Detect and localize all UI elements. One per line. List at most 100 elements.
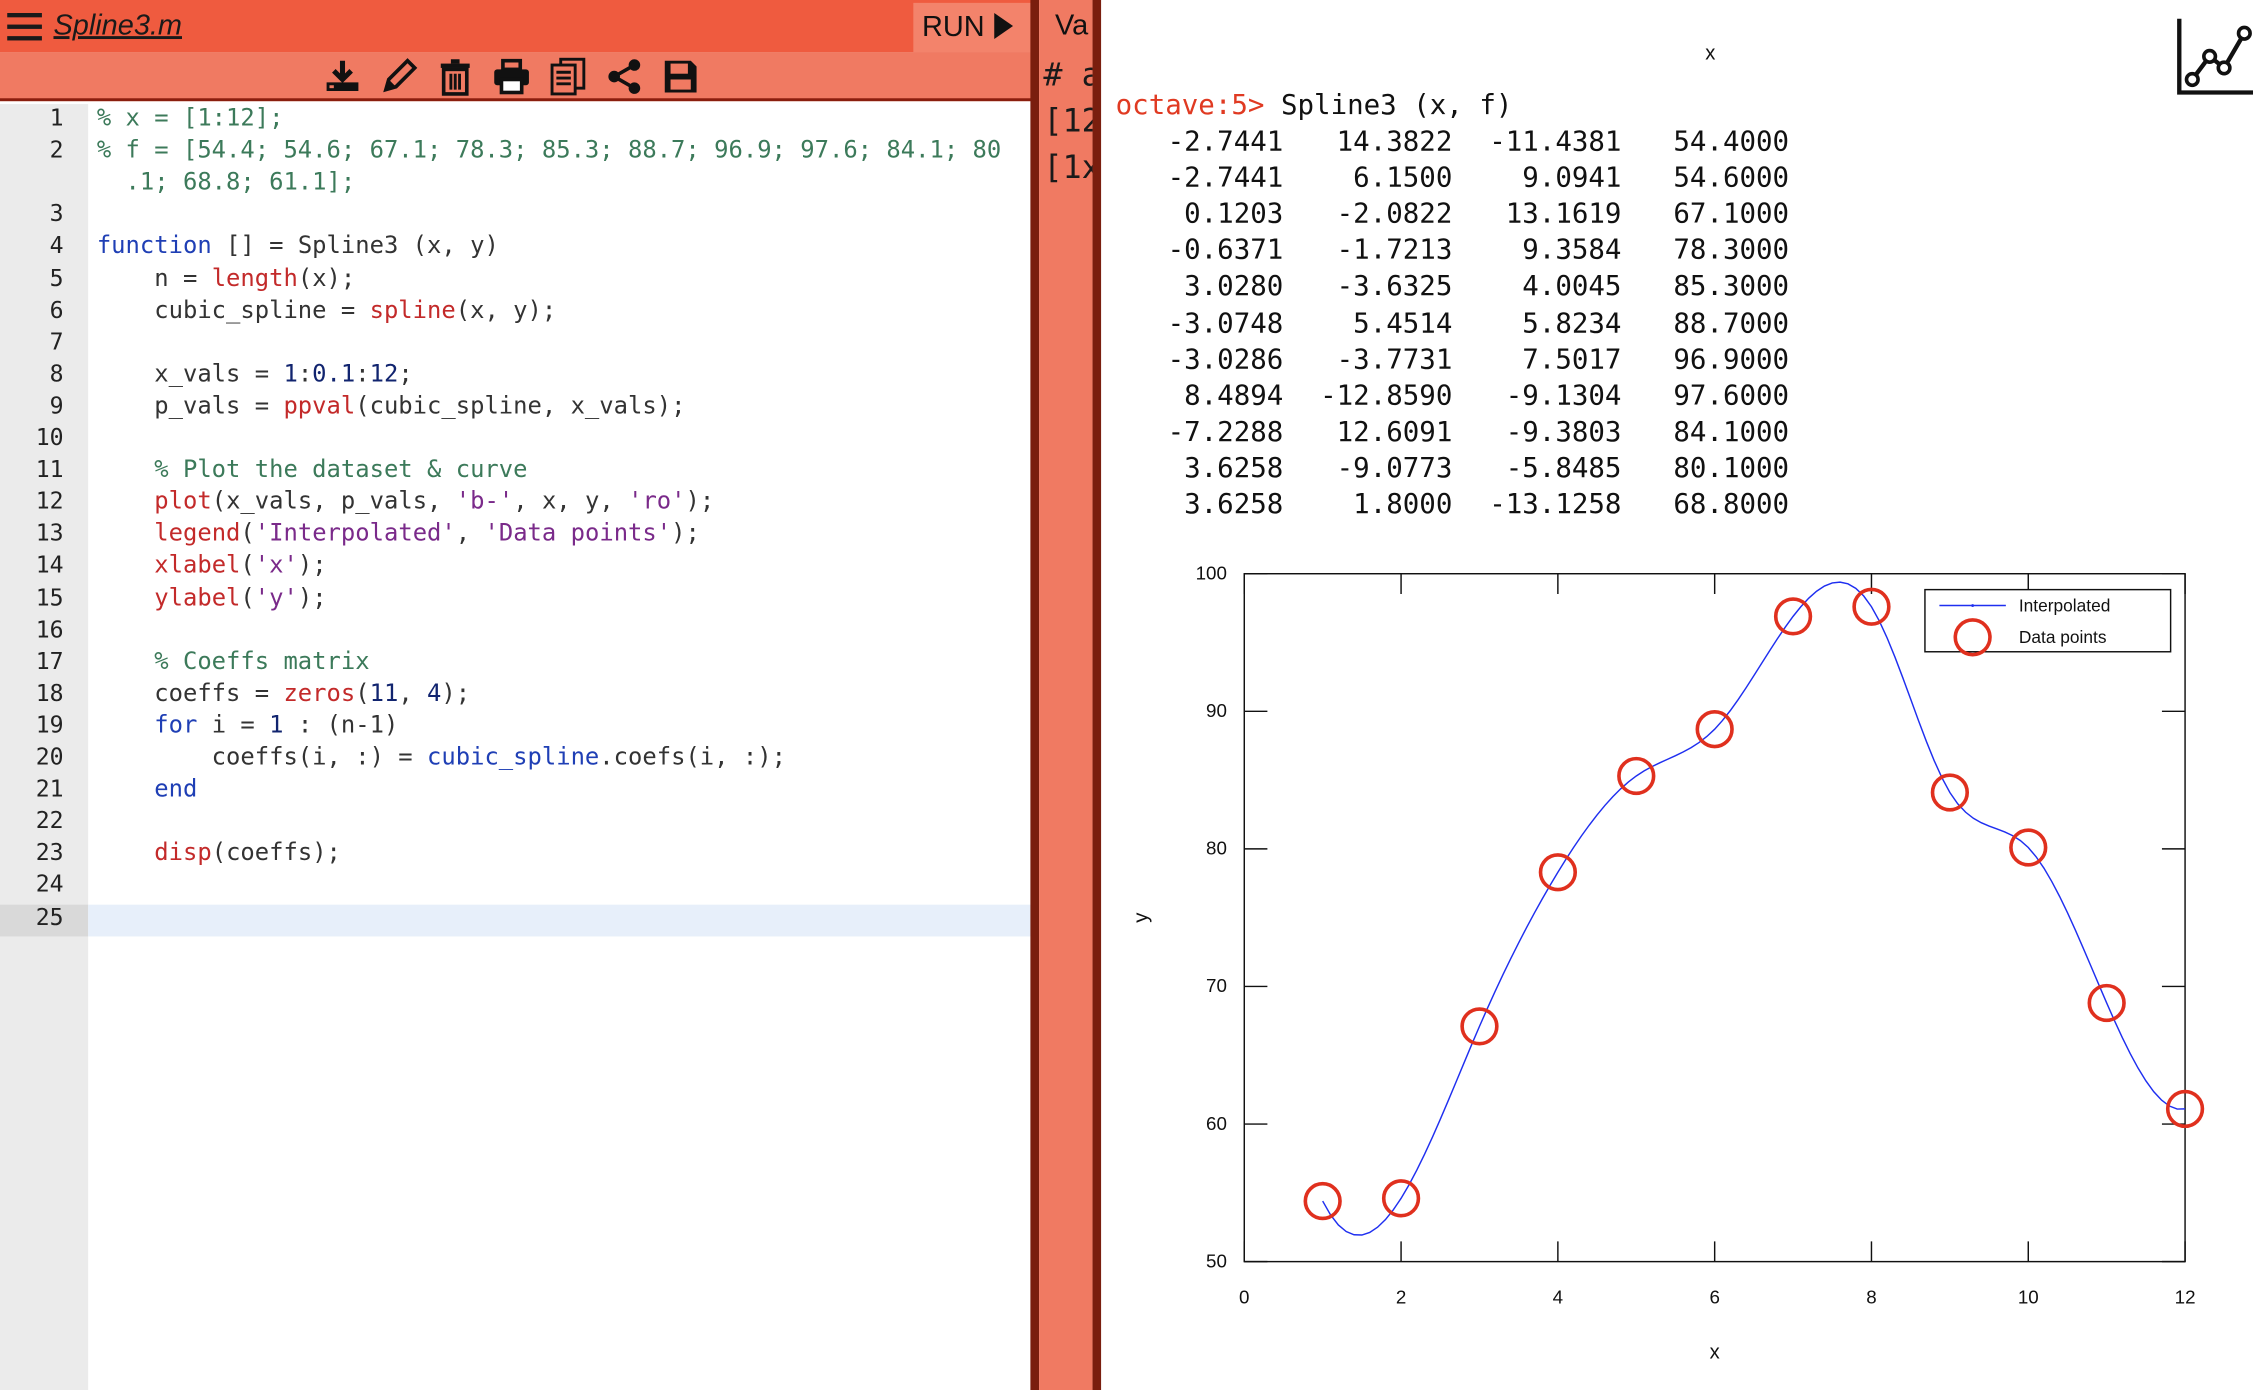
code-line[interactable]: % f = [54.4; 54.6; 67.1; 78.3; 85.3; 88.… [97,136,1001,163]
x-tick-label: 10 [2018,1287,2039,1308]
code-line[interactable]: ylabel('y'); [97,583,327,610]
code-line[interactable]: n = length(x); [97,264,355,291]
code-line[interactable]: coeffs = zeros(11, 4); [97,679,470,706]
line-number: 21 [35,774,64,803]
code-token: : [297,359,313,388]
code-token: i = [197,710,270,739]
code-line[interactable]: function [] = Spline3 (x, y) [97,232,499,259]
variable-entry[interactable]: [1x [1043,150,1092,187]
console-command: Spline3 (x, f) [1264,89,1513,122]
y-tick-label: 80 [1206,838,1227,859]
pencil-icon[interactable] [377,55,420,98]
document-icon[interactable] [546,55,589,98]
x-tick-label: 8 [1866,1287,1876,1308]
save-icon[interactable] [659,55,702,98]
code-token: zeros [283,678,356,707]
legend-marker-swatch [1953,618,1992,657]
code-line[interactable]: x_vals = 1:0.1:12; [97,360,413,387]
code-token [97,519,154,546]
code-token: : [355,359,370,388]
code-token: n = [96,263,212,292]
legend-label: Interpolated [2019,595,2111,615]
output-cell: -2.7441 [1167,161,1284,194]
output-cell: -5.8485 [1505,452,1622,484]
code-token: ppval [283,391,356,419]
code-token: for [154,710,198,739]
x-tick-label: 2 [1396,1287,1406,1308]
y-tick-label: 70 [1206,975,1227,996]
code-line[interactable]: end [97,775,197,802]
share-icon[interactable] [603,55,646,98]
code-line[interactable]: % Coeffs matrix [97,647,370,674]
code-token: (x, y); [455,295,557,324]
code-token [97,551,154,578]
code-line[interactable]: plot(x_vals, p_vals, 'b-', x, y, 'ro'); [97,487,714,514]
code-token: , [398,678,428,707]
code-line[interactable]: cubic_spline = spline(x, y); [97,296,556,323]
code-token: [] = Spline3 (x, y) [211,231,499,260]
data-point-marker [1617,756,1656,796]
pane-divider-right[interactable] [1092,0,1102,1390]
code-line[interactable]: .1; 68.8; 61.1]; [97,168,356,195]
x-tick-label: 6 [1709,1287,1719,1308]
data-point-marker [2165,1089,2205,1129]
output-cell: -9.1304 [1505,379,1622,412]
code-line[interactable]: p_vals = ppval(cubic_spline, x_vals); [97,391,685,419]
legend-line-dot [1971,604,1975,607]
code-line[interactable]: coeffs(i, :) = cubic_spline.coefs(i, :); [97,743,786,770]
file-name[interactable]: Spline3.m [53,10,182,42]
hamburger-menu-icon[interactable] [7,13,42,41]
code-token: (x); [297,263,356,292]
run-button[interactable]: RUN [913,2,1032,53]
code-line[interactable]: % Plot the dataset & curve [97,455,528,482]
run-label: RUN [922,11,985,44]
current-line-highlight[interactable] [88,904,1032,937]
data-point-marker [1852,587,1891,626]
y-tick-label: 60 [1206,1113,1227,1134]
print-icon[interactable] [490,55,533,98]
code-line[interactable]: % x = [1:12]; [97,104,284,131]
data-point-marker [2087,983,2126,1023]
data-point-marker [1303,1181,1342,1221]
output-cell: 3.0280 [1184,270,1284,303]
code-token: ( [355,678,370,707]
line-number: 1 [49,104,64,132]
line-number: 19 [35,710,64,739]
line-number: 2 [49,135,64,164]
download-icon[interactable] [321,55,364,98]
data-point-marker [1930,773,1970,812]
code-token [97,839,154,866]
code-token: cubic_spline [427,742,600,771]
code-token: .coefs(i, :); [599,742,786,771]
code-token: 'x' [254,551,298,579]
code-token: ); [297,551,327,579]
output-cell: 68.8000 [1673,488,1790,521]
output-cell: 8.4894 [1184,379,1284,412]
output-cell: 3.6258 [1184,452,1284,484]
data-point-marker [1538,853,1578,892]
code-line[interactable]: disp(coeffs); [97,839,341,866]
data-point-marker [2009,828,2048,867]
code-token: (x_vals, p_vals, [211,487,456,515]
code-line[interactable]: legend('Interpolated', 'Data points'); [97,519,700,546]
code-token: 11 [369,678,399,707]
output-cell: 0.1203 [1184,198,1284,231]
code-line[interactable]: for i = 1 : (n-1) [97,711,399,738]
pane-divider-left[interactable] [1030,0,1040,1390]
output-cell: 5.4514 [1353,307,1453,339]
code-line[interactable]: xlabel('x'); [97,551,327,578]
x-tick-label: 4 [1553,1287,1563,1308]
line-number: 3 [49,199,64,228]
code-token: , x, y, [513,487,629,515]
variable-entry[interactable]: [12 [1043,104,1092,141]
variable-entry[interactable]: # a [1043,57,1092,94]
variables-title[interactable]: Va [1054,10,1089,42]
output-cell: -11.4381 [1489,125,1622,158]
trash-icon[interactable] [434,55,477,98]
code-token: 1 [269,710,284,739]
plot-toggle-icon[interactable] [2175,16,2256,97]
output-cell: 85.3000 [1673,270,1790,303]
y-tick-label: 50 [1206,1250,1227,1271]
code-token: , [455,519,485,547]
